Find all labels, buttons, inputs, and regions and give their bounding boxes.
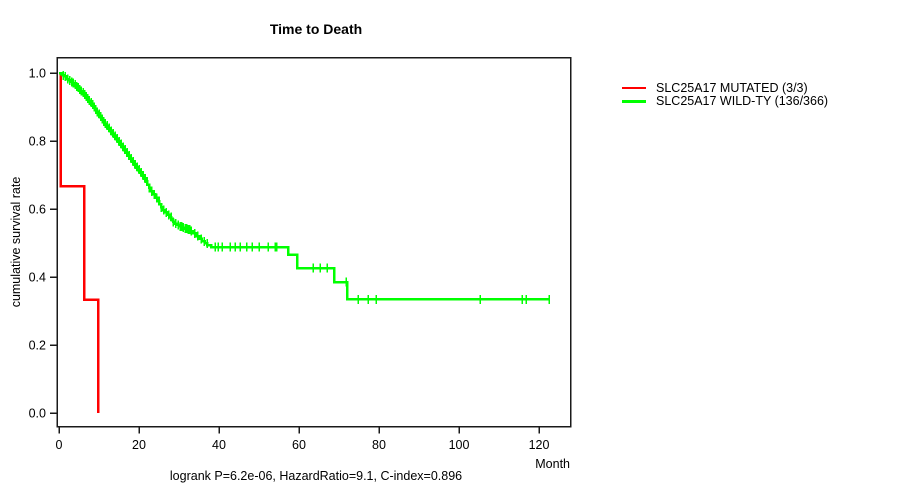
legend: SLC25A17 MUTATED (3/3) SLC25A17 WILD-TY (… — [622, 81, 828, 108]
legend-label: SLC25A17 WILD-TY (136/366) — [656, 94, 829, 109]
statistics-annotation: logrank P=6.2e-06, HazardRatio=9.1, C-in… — [169, 469, 463, 483]
x-tick-label: 120 — [529, 438, 550, 452]
km-curve-wildtype — [59, 71, 551, 301]
km-curve-mutated — [59, 71, 100, 413]
legend-item-mutated: SLC25A17 MUTATED (3/3) — [622, 81, 828, 95]
x-tick-label: 80 — [372, 438, 386, 452]
legend-label: SLC25A17 MUTATED (3/3) — [656, 80, 808, 95]
y-tick-label: 0.2 — [29, 339, 46, 353]
plot-box — [56, 56, 572, 428]
censor-marks-wildtype — [62, 70, 550, 304]
legend-line-swatch — [622, 86, 646, 89]
y-tick-label: 0.6 — [29, 203, 46, 217]
x-tick-label: 100 — [449, 438, 470, 452]
x-tick-label: 20 — [132, 438, 146, 452]
y-tick-label: 0.8 — [29, 135, 46, 149]
y-tick-label: 1.0 — [29, 67, 46, 81]
x-tick-label: 40 — [212, 438, 226, 452]
legend-line-swatch — [622, 100, 646, 103]
legend-item-wildtype: SLC25A17 WILD-TY (136/366) — [622, 94, 829, 109]
chart-title: Time to Death — [269, 21, 363, 37]
x-axis-label: Month — [535, 457, 570, 471]
y-tick-label: 0.4 — [29, 271, 46, 285]
x-tick-label: 60 — [292, 438, 306, 452]
x-tick-label: 0 — [56, 438, 63, 452]
y-tick-label: 0.0 — [29, 407, 46, 421]
y-axis-label: cumulative survival rate — [9, 176, 23, 308]
